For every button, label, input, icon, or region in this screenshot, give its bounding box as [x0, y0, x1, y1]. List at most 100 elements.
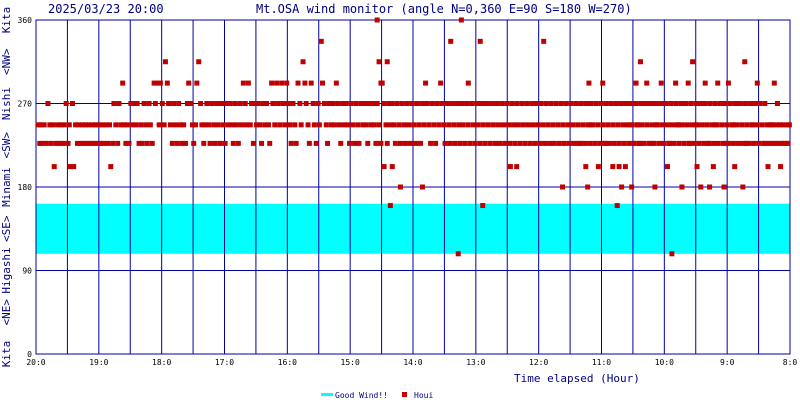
houi-point: [428, 140, 434, 146]
houi-point: [189, 122, 195, 128]
houi-point: [555, 122, 561, 128]
houi-point: [686, 140, 692, 146]
houi-point: [785, 140, 791, 146]
houi-point: [227, 101, 233, 106]
houi-point: [328, 122, 334, 128]
houi-point: [50, 122, 56, 128]
houi-point: [105, 140, 111, 146]
houi-point: [641, 140, 647, 146]
houi-point: [775, 140, 781, 146]
houi-point: [490, 122, 496, 128]
houi-point: [754, 122, 760, 128]
houi-point: [305, 122, 311, 128]
houi-point: [451, 122, 457, 128]
houi-point: [215, 122, 221, 128]
houi-point: [558, 101, 564, 106]
houi-point: [151, 80, 157, 86]
houi-point: [176, 101, 182, 106]
houi-point: [740, 184, 746, 190]
houi-point: [284, 80, 290, 86]
houi-point: [477, 140, 483, 146]
y-axis-label-segment: <SW>: [0, 132, 13, 159]
houi-point: [181, 122, 187, 128]
houi-point: [742, 59, 748, 65]
houi-point: [386, 101, 392, 106]
houi-point: [535, 122, 541, 128]
houi-point: [174, 140, 180, 146]
houi-point: [620, 122, 626, 128]
houi-point: [76, 122, 82, 128]
houi-point: [656, 140, 662, 146]
houi-point: [407, 140, 413, 146]
houi-point: [678, 101, 684, 106]
houi-point: [88, 140, 94, 146]
houi-point: [101, 140, 107, 146]
houi-point: [381, 164, 387, 170]
houi-point: [504, 101, 510, 106]
houi-point: [169, 140, 175, 146]
houi-point: [482, 140, 488, 146]
houi-point: [725, 80, 731, 86]
y-axis-label-segment: Nishi: [0, 87, 13, 120]
houi-point: [86, 122, 92, 128]
houi-point: [658, 80, 664, 86]
houi-point: [766, 140, 772, 146]
houi-point: [272, 122, 278, 128]
houi-point: [269, 80, 275, 86]
houi-point: [60, 140, 66, 146]
houi-point: [615, 122, 621, 128]
houi-point: [644, 122, 650, 128]
houi-point: [196, 59, 202, 65]
legend-band-swatch: [321, 393, 333, 396]
houi-point: [545, 122, 551, 128]
houi-point: [680, 101, 686, 106]
houi-point: [556, 140, 562, 146]
houi-point: [424, 101, 430, 106]
houi-point: [524, 101, 530, 106]
houi-point: [438, 80, 444, 86]
houi-point: [411, 122, 417, 128]
houi-point: [648, 101, 654, 106]
houi-point: [79, 122, 85, 128]
houi-point: [593, 101, 599, 106]
houi-point: [358, 101, 364, 106]
houi-point: [702, 101, 708, 106]
houi-point: [520, 122, 526, 128]
houi-point: [110, 140, 116, 146]
houi-point: [288, 140, 294, 146]
houi-point: [616, 140, 622, 146]
houi-point: [330, 101, 336, 106]
houi-point: [134, 101, 140, 106]
houi-point: [147, 122, 153, 128]
houi-point: [347, 140, 353, 146]
houi-point: [477, 38, 483, 44]
houi-point: [348, 101, 354, 106]
houi-point: [484, 101, 490, 106]
houi-point: [374, 17, 380, 23]
houi-point: [754, 80, 760, 86]
houi-point: [718, 101, 724, 106]
houi-point: [58, 122, 64, 128]
houi-point: [629, 184, 635, 190]
houi-point: [53, 140, 59, 146]
houi-point: [784, 122, 790, 128]
houi-point: [638, 101, 644, 106]
houi-point: [426, 122, 432, 128]
houi-point: [746, 140, 752, 146]
houi-point: [331, 122, 337, 128]
houi-point: [264, 101, 270, 106]
houi-point: [233, 122, 239, 128]
houi-point: [458, 17, 464, 23]
houi-point: [756, 101, 762, 106]
houi-point: [563, 101, 569, 106]
houi-point: [277, 122, 283, 128]
houi-point: [566, 140, 572, 146]
houi-point: [204, 101, 210, 106]
houi-point: [90, 122, 96, 128]
houi-point: [633, 80, 639, 86]
houi-point: [161, 122, 167, 128]
houi-point: [769, 140, 775, 146]
y-axis-label-segment: <SE>: [0, 215, 13, 242]
houi-point: [295, 80, 301, 86]
houi-point: [37, 140, 43, 146]
